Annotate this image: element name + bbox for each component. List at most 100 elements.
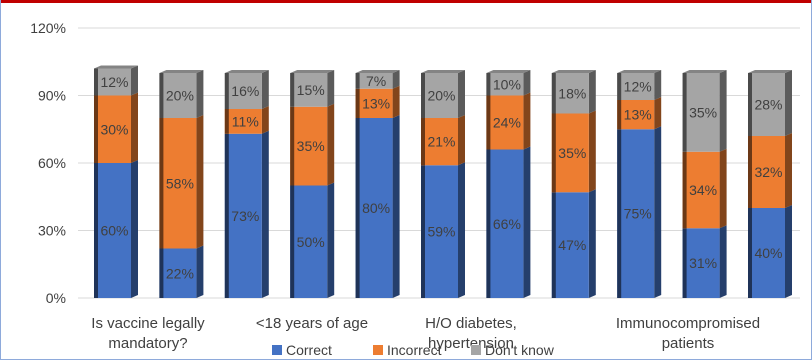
bar-segment <box>486 149 524 298</box>
bar-segment-side <box>785 133 792 208</box>
data-label: 13% <box>362 95 390 111</box>
bar-segment <box>748 73 785 136</box>
data-label: 10% <box>493 76 521 92</box>
bar-segment-edge <box>94 95 98 163</box>
bar-segment-side <box>523 92 531 150</box>
bar-segment <box>159 73 197 118</box>
bar-segment-side <box>785 205 792 298</box>
data-label: 20% <box>427 88 455 104</box>
legend: Correct Incorrect Don't know <box>272 342 555 358</box>
bar-segment-side <box>327 70 335 107</box>
data-label: 66% <box>493 216 521 232</box>
bar-stack: 47% 35% 18% <box>551 70 596 298</box>
bar-segment-side <box>196 245 204 298</box>
bar-segment-side <box>458 162 465 298</box>
data-label: 7% <box>366 73 386 89</box>
bar-segment <box>682 151 720 229</box>
bar-segment-side <box>654 126 662 298</box>
bar-segment-side <box>523 70 531 96</box>
bar-top-face <box>617 70 662 73</box>
y-tick-label: 60% <box>38 155 66 171</box>
y-tick-label: 0% <box>46 290 66 306</box>
data-label: 16% <box>231 83 259 99</box>
legend-swatch <box>272 345 282 355</box>
bar-segment-edge <box>94 68 98 96</box>
bar-segment-side <box>654 97 662 130</box>
bar-segment <box>421 73 458 118</box>
bar-top-face <box>224 70 269 73</box>
data-label: 60% <box>100 223 128 239</box>
data-label: 24% <box>493 115 521 131</box>
bar-segment-edge <box>551 113 556 193</box>
bar-segment-edge <box>290 106 295 186</box>
bar-segment-edge <box>748 136 752 208</box>
bar-segment-side <box>327 103 335 186</box>
data-label: 40% <box>754 245 782 261</box>
data-label: 75% <box>624 206 652 222</box>
legend-swatch <box>373 345 383 355</box>
y-tick-label: 30% <box>38 223 66 239</box>
bar-segment-edge <box>421 118 425 166</box>
bar-segment-side <box>458 70 465 118</box>
bar-segment-edge <box>551 73 556 114</box>
data-label: 20% <box>166 88 194 104</box>
bar-segment-side <box>196 115 204 249</box>
bar-segment <box>486 95 524 150</box>
bar-stack: 59% 21% 20% <box>421 70 465 298</box>
bar-stack: 73% 11% 16% <box>224 70 269 298</box>
bars: 60% 30% 12% 22% 58% 20% 73% 11% 16% 50% 35% 15% 80% 1… <box>94 65 792 298</box>
data-label: 35% <box>689 104 717 120</box>
data-label: 59% <box>427 224 455 240</box>
data-label: 32% <box>754 164 782 180</box>
x-category-label: patients <box>662 335 715 352</box>
x-category-label: hypertension <box>428 335 514 352</box>
bar-segment-side <box>719 70 727 152</box>
bar-segment-edge <box>486 149 491 298</box>
bar-segment-side <box>588 70 596 114</box>
top-border <box>0 0 812 3</box>
bar-segment <box>290 106 328 186</box>
bar-segment <box>355 88 393 118</box>
data-label: 12% <box>624 79 652 95</box>
bar-segment-edge <box>617 100 622 130</box>
bar-segment-edge <box>159 118 164 249</box>
bar-segment-edge <box>421 165 425 298</box>
bar-segment-edge <box>290 185 295 298</box>
bar-top-face <box>748 70 792 73</box>
bar-segment-side <box>588 110 596 193</box>
bar-segment <box>617 73 655 100</box>
bar-segment <box>355 73 393 89</box>
data-label: 35% <box>558 145 586 161</box>
bar-segment-edge <box>617 129 622 298</box>
bar-segment <box>159 248 197 298</box>
data-label: 35% <box>297 138 325 154</box>
bar-segment-edge <box>421 73 425 118</box>
data-label: 22% <box>166 265 194 281</box>
bar-segment <box>551 113 589 193</box>
data-label: 73% <box>231 208 259 224</box>
bar-segment-side <box>131 92 138 163</box>
bar-segment-side <box>131 160 138 298</box>
bar-stack: 50% 35% 15% <box>290 70 335 298</box>
bar-top-face <box>682 70 727 73</box>
bar-segment <box>224 73 262 109</box>
bar-top-face <box>486 70 531 73</box>
bar-segment-side <box>654 70 662 100</box>
bar-segment-edge <box>486 95 491 150</box>
bar-segment-edge <box>224 73 229 109</box>
bar-segment-side <box>392 115 400 298</box>
bar-top-face <box>290 70 335 73</box>
bar-segment <box>421 118 458 166</box>
bar-segment <box>159 118 197 249</box>
bar-segment-edge <box>551 192 556 298</box>
bar-segment-side <box>261 70 269 109</box>
bar-segment-edge <box>355 118 360 298</box>
data-label: 28% <box>754 97 782 113</box>
data-label: 34% <box>689 182 717 198</box>
bar-segment-side <box>719 225 727 298</box>
bar-segment <box>682 73 720 152</box>
data-label: 80% <box>362 200 390 216</box>
bar-stack: 40% 32% 28% <box>748 70 792 298</box>
bar-segment-edge <box>159 248 164 298</box>
